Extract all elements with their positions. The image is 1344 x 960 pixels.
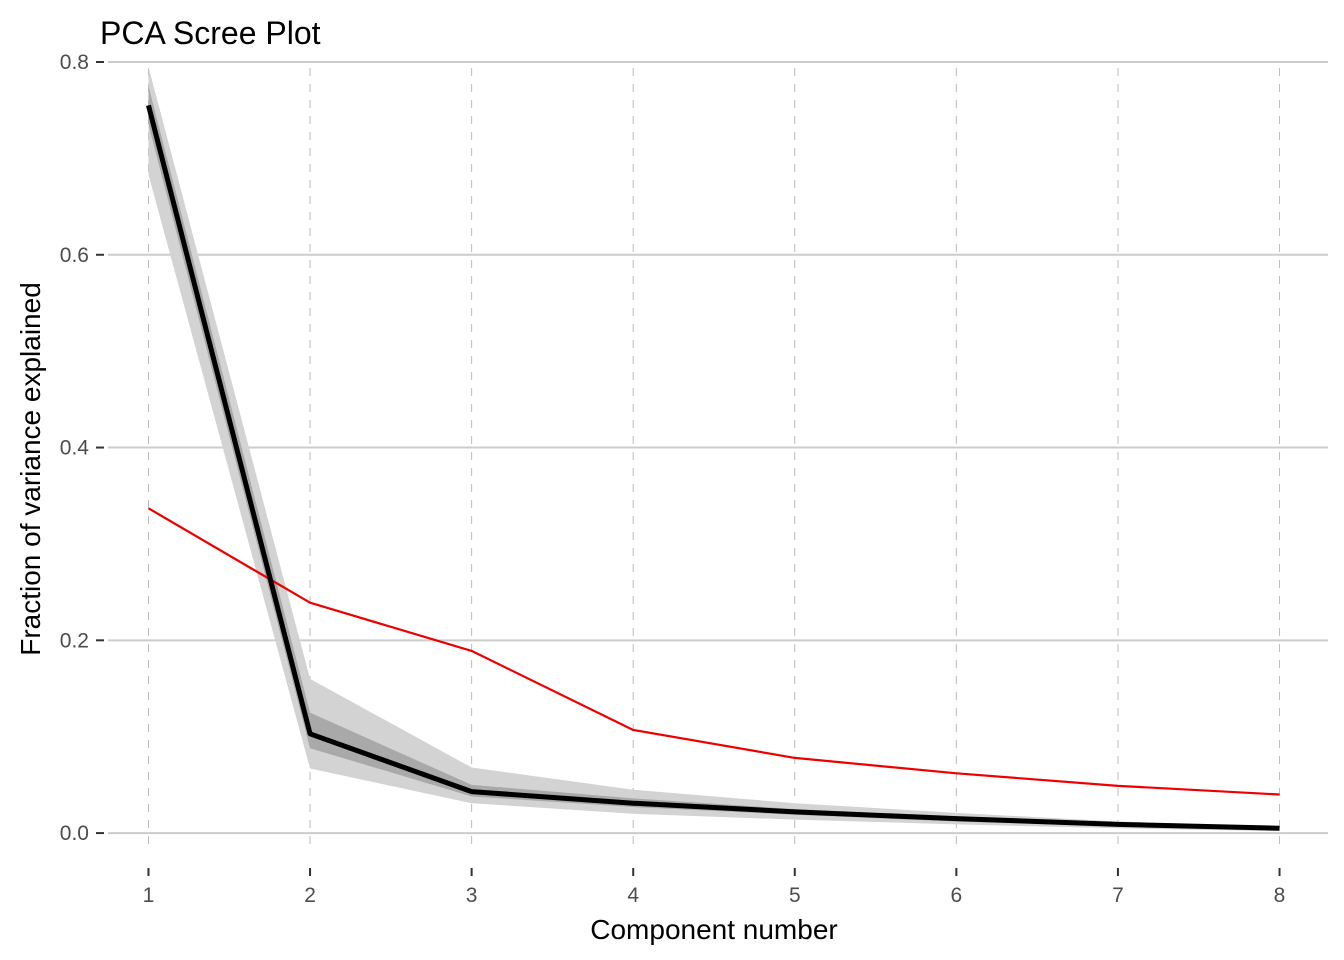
- reference-line: [147, 507, 1280, 796]
- y-axis: 0.0 0.2 0.4 0.6 0.8: [60, 51, 104, 845]
- x-tick-label: 5: [789, 884, 801, 907]
- y-tick-label: 0.4: [60, 437, 90, 460]
- x-tick-label: 6: [951, 884, 963, 907]
- vertical-gridlines: [147, 68, 1281, 850]
- y-tick-label: 0.8: [60, 51, 89, 74]
- x-axis-title: Component number: [590, 914, 837, 945]
- x-axis: 1 2 3 4 5 6 7 8: [143, 868, 1286, 907]
- horizontal-gridlines: [108, 61, 1328, 835]
- variance-band: [148, 86, 1280, 830]
- y-tick-label: 0.6: [60, 244, 89, 267]
- x-tick-label: 1: [143, 884, 155, 907]
- variance-line: [146, 104, 1280, 831]
- variance-bands: [148, 66, 1280, 832]
- x-tick-label: 7: [1112, 884, 1124, 907]
- x-tick-label: 3: [466, 884, 478, 907]
- y-tick-label: 0.0: [60, 822, 89, 845]
- x-tick-label: 8: [1274, 884, 1286, 907]
- series-lines: [146, 104, 1280, 831]
- x-tick-label: 4: [627, 884, 639, 907]
- y-tick-label: 0.2: [60, 629, 89, 652]
- chart-title: PCA Scree Plot: [100, 15, 321, 51]
- x-tick-label: 2: [304, 884, 316, 907]
- y-axis-title: Fraction of variance explained: [15, 282, 46, 656]
